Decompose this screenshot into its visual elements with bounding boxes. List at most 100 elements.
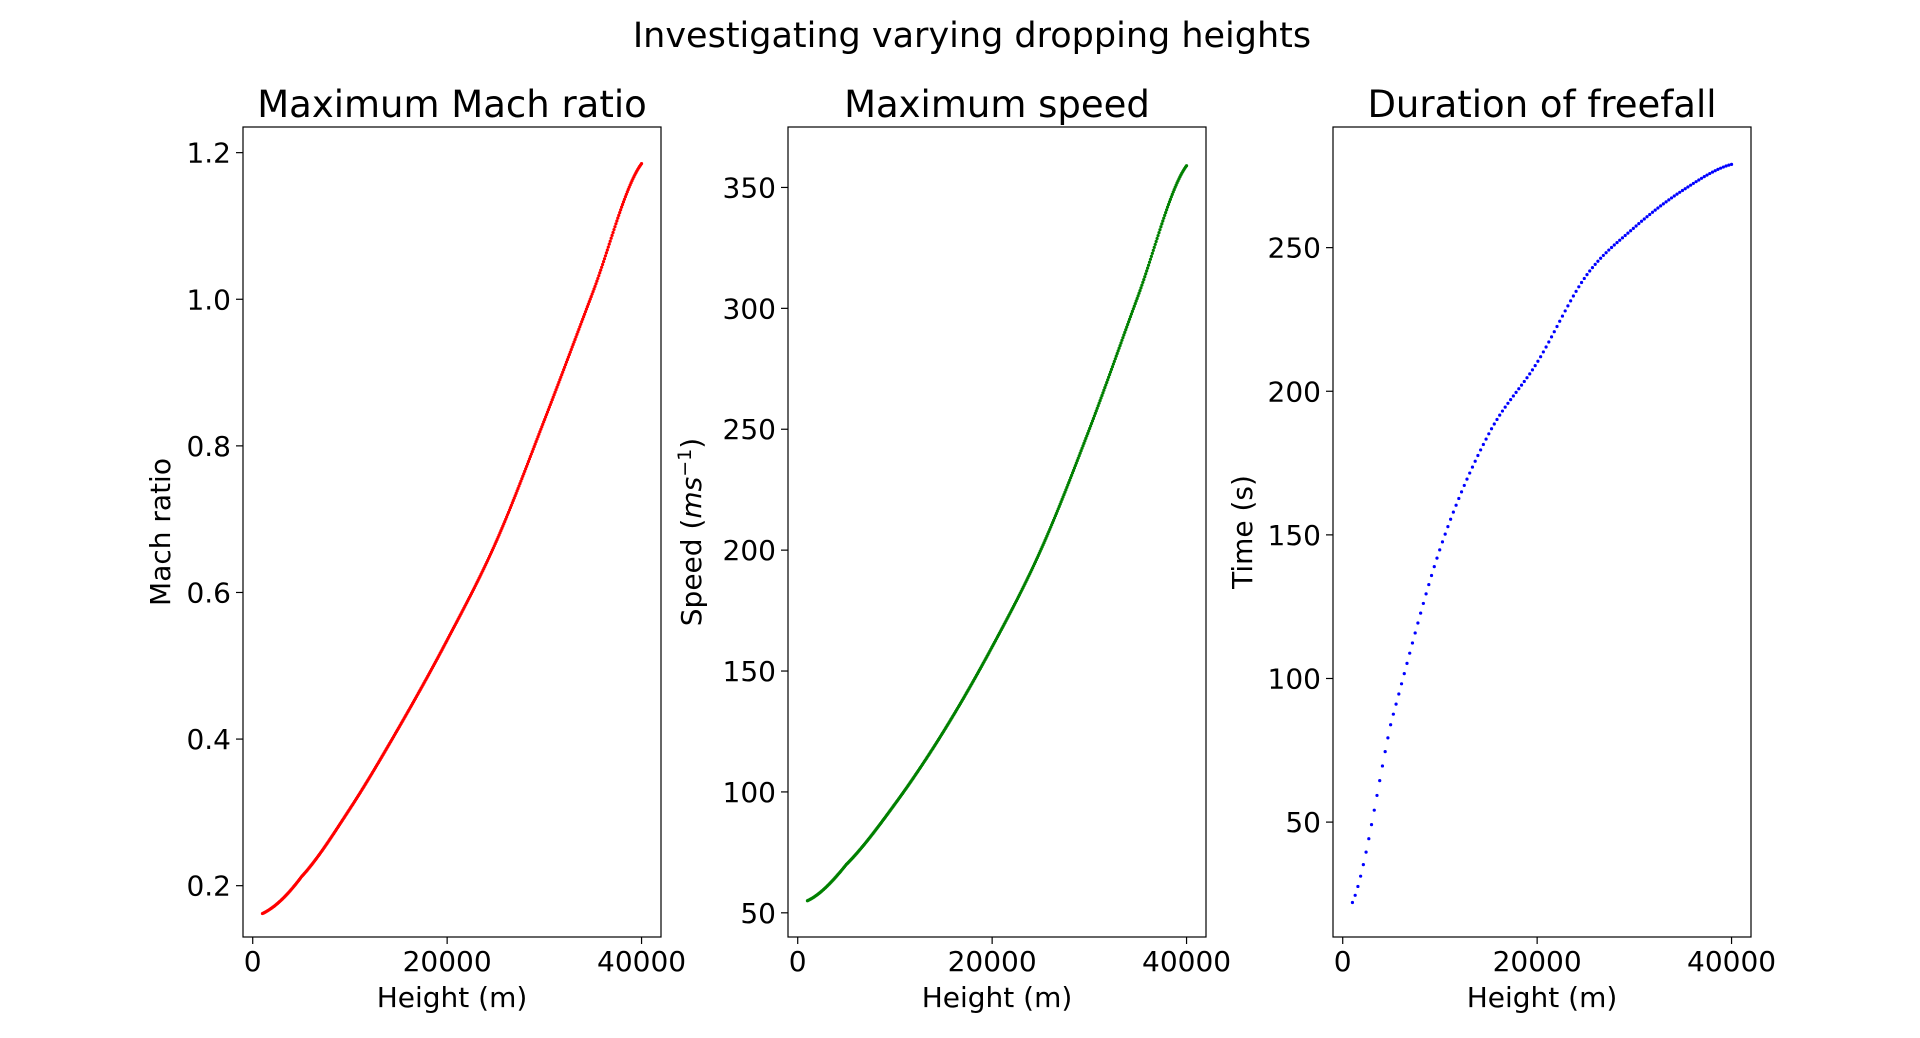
subplot-duration-point — [1419, 611, 1423, 615]
subplot-duration-plot-area — [1332, 126, 1752, 938]
subplot-duration-ylabel: Time (s) — [1226, 475, 1259, 590]
subplot-duration-point — [1579, 280, 1584, 285]
subplot-duration-point — [1519, 383, 1524, 387]
subplot-mach-xtick-label: 0 — [244, 945, 262, 978]
subplot-mach-ytick-label: 1.0 — [186, 283, 231, 316]
subplot-duration-point — [1667, 198, 1671, 202]
figure-suptitle: Investigating varying dropping heights — [633, 16, 1311, 56]
subplot-mach-point — [608, 239, 612, 243]
subplot-duration-point — [1639, 219, 1644, 223]
subplot-speed-point — [1122, 333, 1126, 337]
subplot-duration-point — [1590, 266, 1595, 270]
subplot-mach-point — [547, 405, 551, 409]
subplot-speed-point — [1109, 367, 1114, 371]
subplot-duration-point — [1558, 319, 1562, 323]
subplot-mach-point — [568, 350, 572, 354]
subplot-mach-point — [527, 457, 532, 461]
subplot-speed-point — [1065, 485, 1069, 490]
subplot-mach-point — [530, 449, 534, 454]
subplot-duration-point — [1361, 863, 1365, 867]
subplot-mach-point — [574, 335, 578, 339]
subplot-mach-point — [554, 388, 558, 392]
subplot-mach-point — [528, 454, 532, 459]
subplot-speed-point — [1152, 245, 1156, 250]
subplot-mach-point — [620, 202, 625, 207]
subplot-speed-point — [1130, 309, 1134, 314]
subplot-speed-point — [1127, 317, 1132, 321]
subplot-duration-ytick-label: 200 — [1268, 375, 1321, 408]
subplot-mach-point — [555, 385, 559, 389]
subplot-speed-point — [1093, 411, 1097, 415]
subplot-mach-point — [624, 192, 628, 196]
subplot-speed-point — [1121, 336, 1125, 340]
subplot-speed-point — [1165, 205, 1170, 209]
subplot-mach-ytick-label: 0.6 — [186, 576, 231, 609]
subplot-speed-point — [1088, 426, 1092, 431]
subplot-duration-point — [1615, 240, 1619, 245]
subplot-mach-point — [580, 320, 584, 324]
subplot-duration-point — [1473, 459, 1477, 463]
subplot-duration-point — [1509, 397, 1513, 402]
subplot-duration-point — [1536, 359, 1540, 363]
subplot-speed-ytick-label: 100 — [723, 776, 776, 809]
subplot-speed-point — [1153, 242, 1157, 247]
subplot-mach-point — [536, 435, 540, 439]
subplot-speed-point — [1143, 275, 1147, 279]
subplot-mach-point — [572, 340, 576, 344]
subplot-speed-point — [1107, 375, 1111, 379]
subplot-speed-point — [1099, 396, 1103, 400]
subplot-speed-point — [1144, 272, 1148, 276]
subplot-duration-point — [1648, 212, 1652, 217]
subplot-duration-point — [1487, 432, 1491, 436]
subplot-speed-xtick-label: 40000 — [1142, 945, 1231, 978]
subplot-speed-point — [1068, 478, 1072, 482]
subplot-speed-point — [1089, 421, 1094, 426]
subplot-speed-point — [1110, 365, 1115, 369]
subplot-mach-point — [579, 322, 583, 326]
subplot-speed: Maximum speed 0 20000 40000 50 100 150 200 250… — [674, 83, 1231, 1014]
subplot-duration-point — [1729, 162, 1734, 166]
subplot-duration-point — [1375, 793, 1379, 798]
subplot-duration-point — [1618, 238, 1622, 242]
subplot-duration-point — [1699, 176, 1704, 180]
subplot-mach-point — [516, 486, 520, 491]
subplot-speed-point — [1123, 330, 1127, 334]
subplot-mach-point — [570, 345, 574, 349]
subplot-mach-xtick-label: 40000 — [597, 945, 686, 978]
subplot-speed-point — [1072, 466, 1077, 470]
subplot-speed-point — [1151, 248, 1155, 252]
subplot-mach-point — [519, 479, 523, 483]
subplot-speed-point — [1145, 269, 1149, 273]
subplot-duration-point — [1429, 573, 1434, 578]
subplot-duration-ytick-label: 150 — [1268, 519, 1321, 552]
subplot-mach-point — [559, 375, 563, 379]
subplot-speed-point — [1087, 429, 1091, 433]
subplot-mach-point — [578, 325, 582, 329]
subplot-mach-point — [524, 467, 528, 471]
subplot-duration-point — [1585, 273, 1589, 277]
subplot-speed-point — [1141, 280, 1145, 284]
subplot-duration-point — [1397, 692, 1401, 696]
subplot-speed-point — [1083, 439, 1087, 443]
subplot-mach-point — [589, 294, 593, 299]
subplot-duration-point — [1470, 465, 1475, 469]
subplot-duration-point — [1399, 682, 1404, 686]
subplot-duration-point — [1560, 314, 1565, 318]
subplot-duration-point — [1705, 173, 1709, 177]
subplot-mach-point — [617, 213, 621, 217]
subplot-speed-point — [1063, 490, 1067, 494]
subplot-mach-point — [544, 412, 549, 417]
subplot-mach-point — [537, 432, 541, 436]
subplot-duration-point — [1367, 837, 1371, 841]
subplot-speed-point — [1137, 291, 1141, 295]
subplot-duration-point — [1506, 401, 1510, 405]
subplot-duration-point — [1609, 245, 1614, 250]
subplot-duration-point — [1623, 233, 1627, 238]
subplot-duration-xtick-label: 0 — [1334, 945, 1352, 978]
subplot-mach-point — [553, 390, 557, 394]
subplot-mach-point — [532, 445, 536, 449]
subplot-duration-point — [1661, 202, 1665, 206]
subplot-duration-xtick-label: 20000 — [1493, 945, 1582, 978]
subplot-speed-point — [1158, 228, 1162, 232]
subplot-mach-point — [561, 370, 565, 374]
